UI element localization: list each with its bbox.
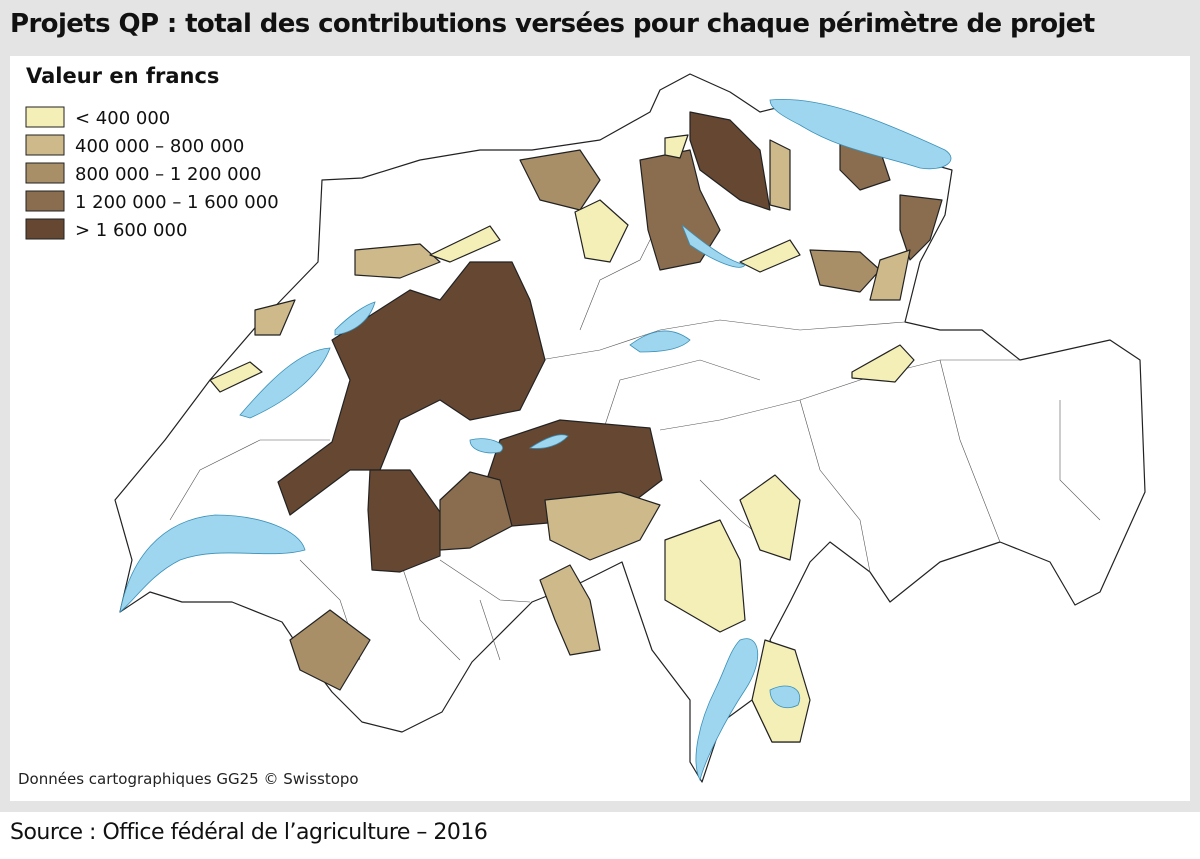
- legend-label: 800 000 – 1 200 000: [75, 164, 262, 185]
- legend-swatch: [25, 218, 65, 240]
- region: [664, 519, 746, 633]
- region: [209, 361, 263, 393]
- region: [289, 609, 371, 691]
- lake: [528, 434, 569, 449]
- lake: [769, 685, 801, 709]
- region: [539, 564, 601, 656]
- legend-swatch: [25, 134, 65, 156]
- source: Source : Office fédéral de l’agriculture…: [10, 820, 488, 845]
- region: [739, 474, 801, 561]
- legend: < 400 000 400 000 – 800 000 800 000 – 1 20…: [25, 106, 279, 241]
- region: [354, 243, 441, 279]
- region: [851, 344, 915, 383]
- legend-label: < 400 000: [75, 108, 170, 129]
- region: [254, 299, 296, 336]
- legend-label: > 1 600 000: [75, 220, 187, 241]
- lake: [629, 330, 691, 353]
- legend-label: 400 000 – 800 000: [75, 136, 244, 157]
- map-credit: Données cartographiques GG25 © Swisstopo: [18, 770, 359, 788]
- lake: [695, 638, 759, 782]
- region: [544, 491, 661, 561]
- map: Données cartographiques GG25 © Swisstopo…: [10, 56, 1190, 801]
- region: [689, 111, 771, 211]
- district-borders: [169, 219, 1101, 661]
- legend-swatch: [25, 190, 65, 212]
- lake: [469, 438, 503, 454]
- legend-label: 1 200 000 – 1 600 000: [75, 192, 279, 213]
- region: [519, 149, 601, 211]
- region: [277, 261, 546, 516]
- legend-title: Valeur en francs: [26, 64, 219, 88]
- title-bar: Projets QP : total des contributions ver…: [0, 0, 1200, 52]
- region: [899, 194, 943, 261]
- region: [439, 471, 513, 551]
- region: [664, 134, 689, 159]
- lake: [239, 347, 331, 419]
- region: [367, 469, 441, 573]
- lake: [334, 301, 376, 336]
- title: Projets QP : total des contributions ver…: [10, 9, 1095, 39]
- region: [809, 249, 881, 293]
- region: [769, 139, 791, 211]
- legend-swatch: [25, 106, 65, 128]
- legend-swatch: [25, 162, 65, 184]
- region: [429, 225, 501, 263]
- lake: [119, 514, 306, 613]
- region: [869, 249, 911, 301]
- region: [574, 199, 629, 263]
- region: [739, 239, 801, 273]
- lakes: [119, 98, 952, 782]
- lake: [681, 224, 746, 268]
- lake: [769, 98, 952, 170]
